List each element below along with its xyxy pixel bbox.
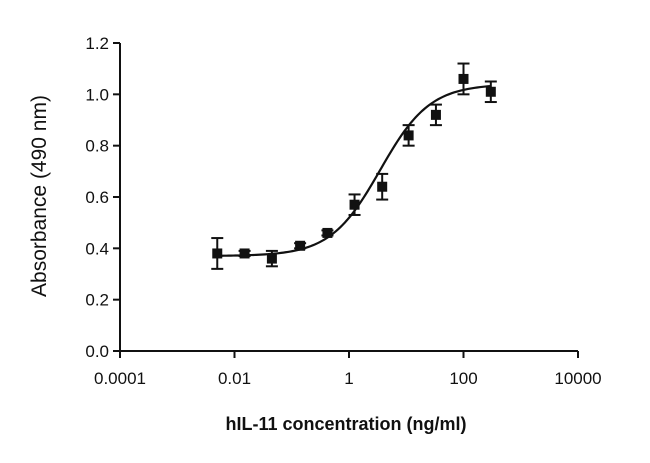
fit-curve-line	[217, 84, 491, 257]
data-point	[349, 199, 360, 210]
y-axis-title: Absorbance (490 nm)	[28, 95, 51, 297]
data-point	[403, 130, 414, 141]
data-point	[485, 86, 496, 97]
y-tick-label: 1.0	[85, 85, 109, 104]
plot-area: 0.0 0.2 0.4 0.6 0.8 1.0 1.2 0.0001 0.01 1 100 10000	[85, 34, 601, 388]
y-tick-label: 0.4	[85, 239, 109, 258]
y-tick-label: 0.6	[85, 188, 109, 207]
y-tick-label: 1.2	[85, 34, 109, 53]
data-point	[322, 227, 333, 238]
x-tick-label: 0.0001	[94, 369, 146, 388]
x-tick-label: 0.01	[218, 369, 251, 388]
data-point	[377, 181, 388, 192]
y-tick-label: 0.0	[85, 342, 109, 361]
data-point	[239, 248, 250, 259]
y-tick-label: 0.8	[85, 137, 109, 156]
data-point	[458, 73, 469, 84]
data-point	[430, 109, 441, 120]
x-axis-title: hIL-11 concentration (ng/ml)	[225, 414, 466, 434]
x-tick-label: 1	[344, 369, 353, 388]
data-point	[266, 253, 277, 264]
x-tick-label: 100	[449, 369, 477, 388]
data-point	[295, 240, 306, 251]
y-tick-label: 0.2	[85, 291, 109, 310]
x-tick-label: 10000	[554, 369, 601, 388]
data-point	[212, 248, 223, 259]
